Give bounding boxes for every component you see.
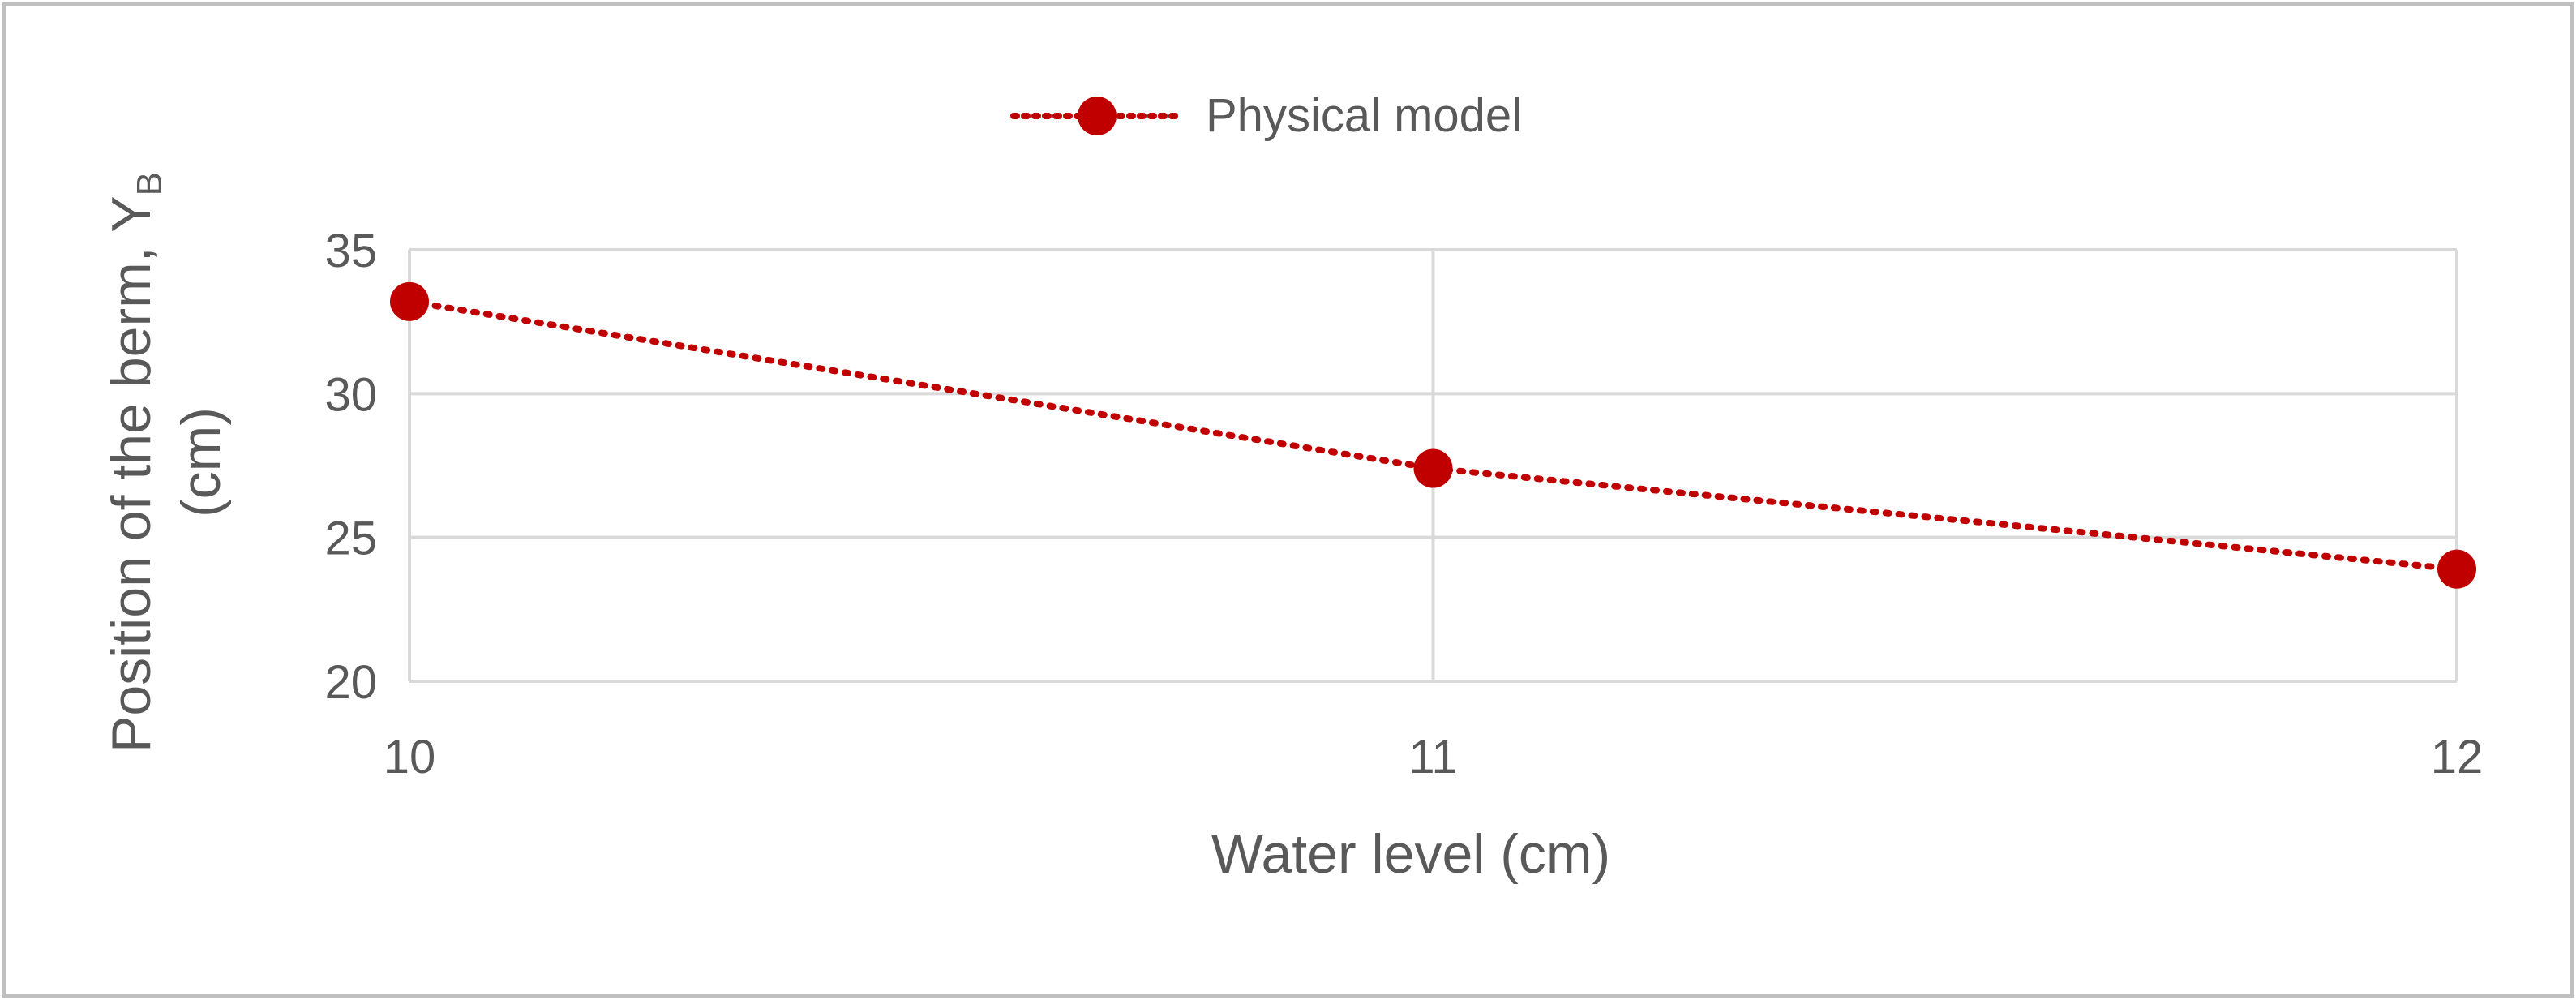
data-point [2437,550,2476,589]
legend-marker [1078,97,1117,135]
y-tick-label: 30 [324,368,377,421]
y-tick-label: 25 [324,513,377,565]
y-axis-title-line1: Position of the berm, YB [101,172,169,753]
data-point [1414,449,1453,488]
x-tick-label: 10 [384,731,436,783]
x-tick-label: 12 [2431,731,2484,783]
x-axis-title: Water level (cm) [1211,823,1610,885]
x-tick-label: 11 [1408,731,1457,783]
chart: Physical model 20 25 30 35 10 11 12 Water lev… [0,0,2576,1000]
y-axis-title-line2: (cm) [170,407,232,517]
legend-label: Physical model [1206,89,1522,142]
data-point [390,282,429,321]
y-tick-label: 20 [324,656,377,709]
y-tick-label: 35 [324,225,377,277]
